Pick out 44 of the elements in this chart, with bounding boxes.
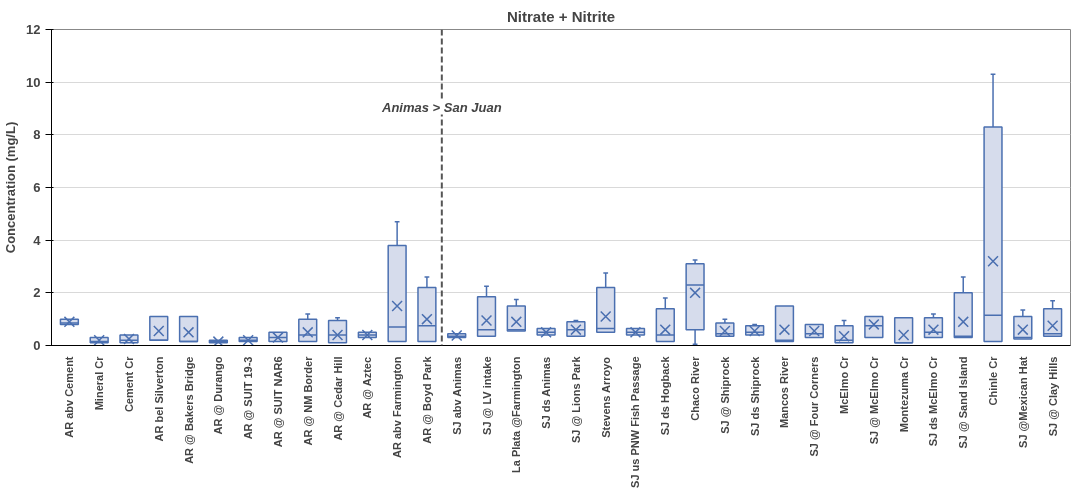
y-tick-label: 8 bbox=[33, 127, 41, 143]
x-tick-label: AR @ SUIT NAR6 bbox=[271, 356, 284, 448]
x-tick-label: Mancos River bbox=[778, 355, 791, 429]
y-axis-title: Concentration (mg/L) bbox=[3, 121, 19, 254]
y-tick-label: 10 bbox=[26, 74, 41, 90]
x-tick-label: AR @ Boyd Park bbox=[420, 355, 433, 444]
x-tick-label: SJ @ McElmo Cr bbox=[867, 355, 880, 445]
x-tick-label: AR @ Bakers Bridge bbox=[182, 356, 195, 464]
x-tick-label: AR @ Durango bbox=[212, 356, 225, 435]
x-tick-label: Chinle Cr bbox=[987, 355, 1000, 406]
y-tick-label: 4 bbox=[33, 232, 42, 248]
x-tick-label: AR @ Cedar Hill bbox=[331, 356, 344, 441]
x-tick-label: SJ us PNW Fish Passage bbox=[629, 356, 642, 488]
x-tick-label: SJ @Mexican Hat bbox=[1016, 356, 1029, 448]
x-tick-label: Mineral Cr bbox=[93, 355, 106, 411]
y-tick-label: 0 bbox=[33, 338, 41, 353]
x-tick-label: SJ @ Shiprock bbox=[718, 355, 731, 434]
x-tick-label: SJ ds Hogback bbox=[659, 355, 672, 436]
x-tick-label: SJ @ Four Corners bbox=[808, 356, 821, 457]
y-tick-label: 6 bbox=[33, 180, 41, 195]
x-tick-label: Montezuma Cr bbox=[897, 355, 910, 433]
x-tick-label: SJ ds Shiprock bbox=[748, 355, 761, 436]
x-tick-label: Cement Cr bbox=[122, 355, 135, 413]
x-tick-label: SJ @ Clay Hills bbox=[1046, 356, 1059, 437]
x-tick-label: AR @ NM Border bbox=[301, 355, 314, 446]
x-tick-label: AR abv Cement bbox=[63, 356, 76, 438]
x-tick-label: Stevens Arroyo bbox=[599, 356, 612, 438]
chart-title: Nitrate + Nitrite bbox=[507, 7, 615, 25]
y-tick-label: 2 bbox=[33, 285, 41, 301]
x-tick-label: SJ @ LV intake bbox=[480, 356, 493, 435]
y-tick-label: 12 bbox=[26, 22, 41, 37]
x-tick-label: SJ abv Animas bbox=[450, 356, 463, 435]
x-tick-label: SJ @ Lions Park bbox=[569, 355, 582, 444]
x-tick-label: La Plata @Farmington bbox=[510, 356, 523, 473]
x-tick-label: SJ @ Sand Island bbox=[957, 356, 970, 449]
x-tick-label: Chaco River bbox=[689, 355, 702, 421]
x-tick-label: AR bel Silverton bbox=[152, 356, 165, 442]
annotation: Animas > San Juan bbox=[381, 99, 502, 115]
x-tick-label: SJ ds Animas bbox=[540, 356, 553, 429]
x-tick-label: McElmo Cr bbox=[838, 355, 851, 414]
x-tick-label: AR @ Aztec bbox=[361, 356, 374, 419]
x-tick-label: AR @ SUIT 19-3 bbox=[242, 356, 255, 440]
x-tick-label: SJ ds McElmo Cr bbox=[927, 355, 940, 447]
x-tick-label: AR abv Farmington bbox=[391, 356, 404, 458]
